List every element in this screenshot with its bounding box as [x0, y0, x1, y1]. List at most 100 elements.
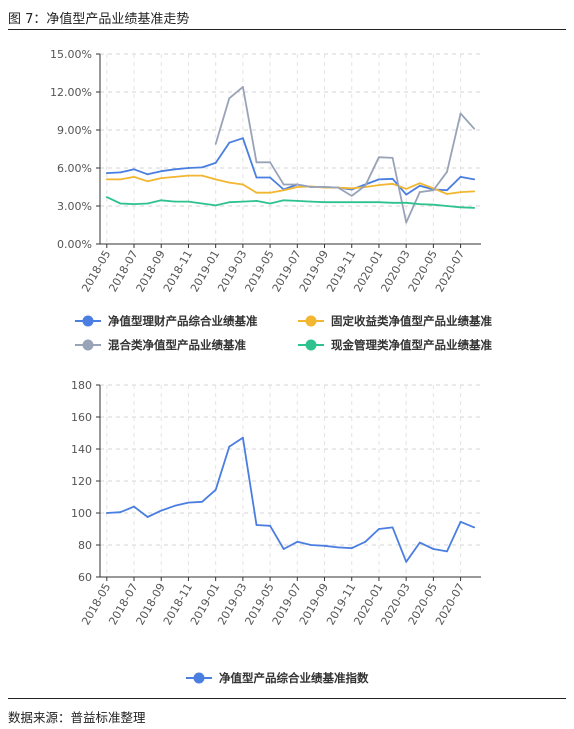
data-point [146, 180, 149, 183]
data-point [201, 166, 203, 169]
legend-marker [305, 315, 317, 327]
data-point [418, 541, 421, 544]
data-point [187, 167, 190, 169]
data-point [214, 204, 217, 207]
data-point [391, 201, 394, 204]
data-point [133, 203, 135, 206]
data-point [241, 200, 244, 203]
data-point [255, 200, 258, 202]
data-point [269, 176, 271, 179]
data-point [310, 186, 312, 188]
data-point [323, 186, 326, 188]
series-line-4 [106, 196, 475, 209]
series-line-1 [106, 137, 475, 196]
data-point [418, 182, 421, 185]
data-point [241, 137, 244, 140]
data-point [282, 183, 285, 186]
y-tick-label: 60 [78, 571, 92, 584]
data-point [187, 174, 190, 177]
bottom-rule [8, 698, 566, 699]
data-point [323, 201, 326, 204]
data-point [323, 544, 326, 547]
data-point [214, 162, 217, 164]
data-point [364, 540, 367, 543]
data-point [473, 207, 476, 209]
data-point [133, 168, 135, 171]
data-point [255, 176, 258, 179]
data-point [241, 436, 244, 439]
data-point [269, 161, 271, 164]
data-point [228, 445, 231, 448]
data-point [391, 182, 394, 185]
data-point [378, 528, 380, 530]
data-point [255, 161, 258, 164]
legend-item: 净值型产品综合业绩基准指数 [186, 671, 369, 685]
legend-item: 混合类净值型产品业绩基准 [75, 338, 246, 352]
data-point [337, 546, 340, 549]
data-point [133, 505, 135, 508]
data-point [405, 193, 408, 196]
y-tick-label: 80 [78, 539, 92, 552]
data-point [432, 189, 435, 192]
chart-2: 60801001201401601802018-052018-072018-09… [71, 379, 481, 685]
y-tick-label: 120 [71, 475, 92, 488]
data-point [459, 112, 462, 115]
top-rule [8, 29, 566, 30]
figure-title: 图 7：净值型产品业绩基准走势 [8, 12, 190, 27]
data-point [296, 540, 299, 543]
data-point [405, 221, 408, 224]
data-point [214, 488, 217, 491]
data-point [446, 170, 448, 173]
chart-1: 0.00%3.00%6.00%9.00%12.00%15.00%2018-052… [50, 48, 492, 352]
data-point [418, 191, 421, 193]
data-point [119, 511, 122, 514]
data-point [473, 190, 476, 193]
data-point [133, 175, 135, 178]
legend-label: 净值型产品综合业绩基准指数 [219, 671, 369, 685]
data-point [350, 201, 353, 204]
data-point [418, 203, 421, 206]
legend-marker [82, 339, 94, 351]
series-line-2 [106, 174, 475, 195]
legend-marker [82, 315, 94, 327]
legend-marker [193, 672, 205, 684]
data-point [364, 184, 367, 187]
data-point [405, 201, 408, 204]
data-point [201, 500, 203, 503]
data-point [269, 524, 271, 527]
data-point [105, 172, 108, 174]
data-point [459, 191, 462, 193]
data-point [459, 520, 462, 523]
y-tick-label: 0.00% [57, 238, 92, 251]
data-point [173, 168, 176, 171]
data-point [378, 156, 380, 159]
legend-item: 现金管理类净值型产品业绩基准 [298, 338, 492, 352]
legend-item: 净值型理财产品综合业绩基准 [75, 314, 258, 328]
series-line-1 [106, 436, 475, 563]
data-point [146, 516, 149, 518]
y-tick-label: 9.00% [57, 124, 92, 137]
data-point [418, 184, 421, 187]
data-point [473, 178, 476, 181]
data-point [105, 178, 108, 181]
data-point [119, 202, 122, 205]
y-tick-label: 6.00% [57, 162, 92, 175]
data-point [446, 550, 448, 553]
data-point [160, 509, 163, 512]
data-point [378, 201, 380, 204]
data-point [432, 203, 435, 206]
data-point [391, 526, 394, 529]
data-point [282, 189, 285, 192]
data-point [214, 178, 217, 181]
data-point [473, 526, 476, 529]
data-point [296, 186, 299, 188]
data-point [405, 188, 408, 190]
y-tick-label: 180 [71, 379, 92, 392]
y-tick-label: 140 [71, 443, 92, 456]
data-point [173, 175, 176, 178]
data-point [296, 200, 299, 202]
data-point [228, 201, 231, 204]
data-point [446, 193, 448, 195]
data-point [119, 178, 122, 181]
